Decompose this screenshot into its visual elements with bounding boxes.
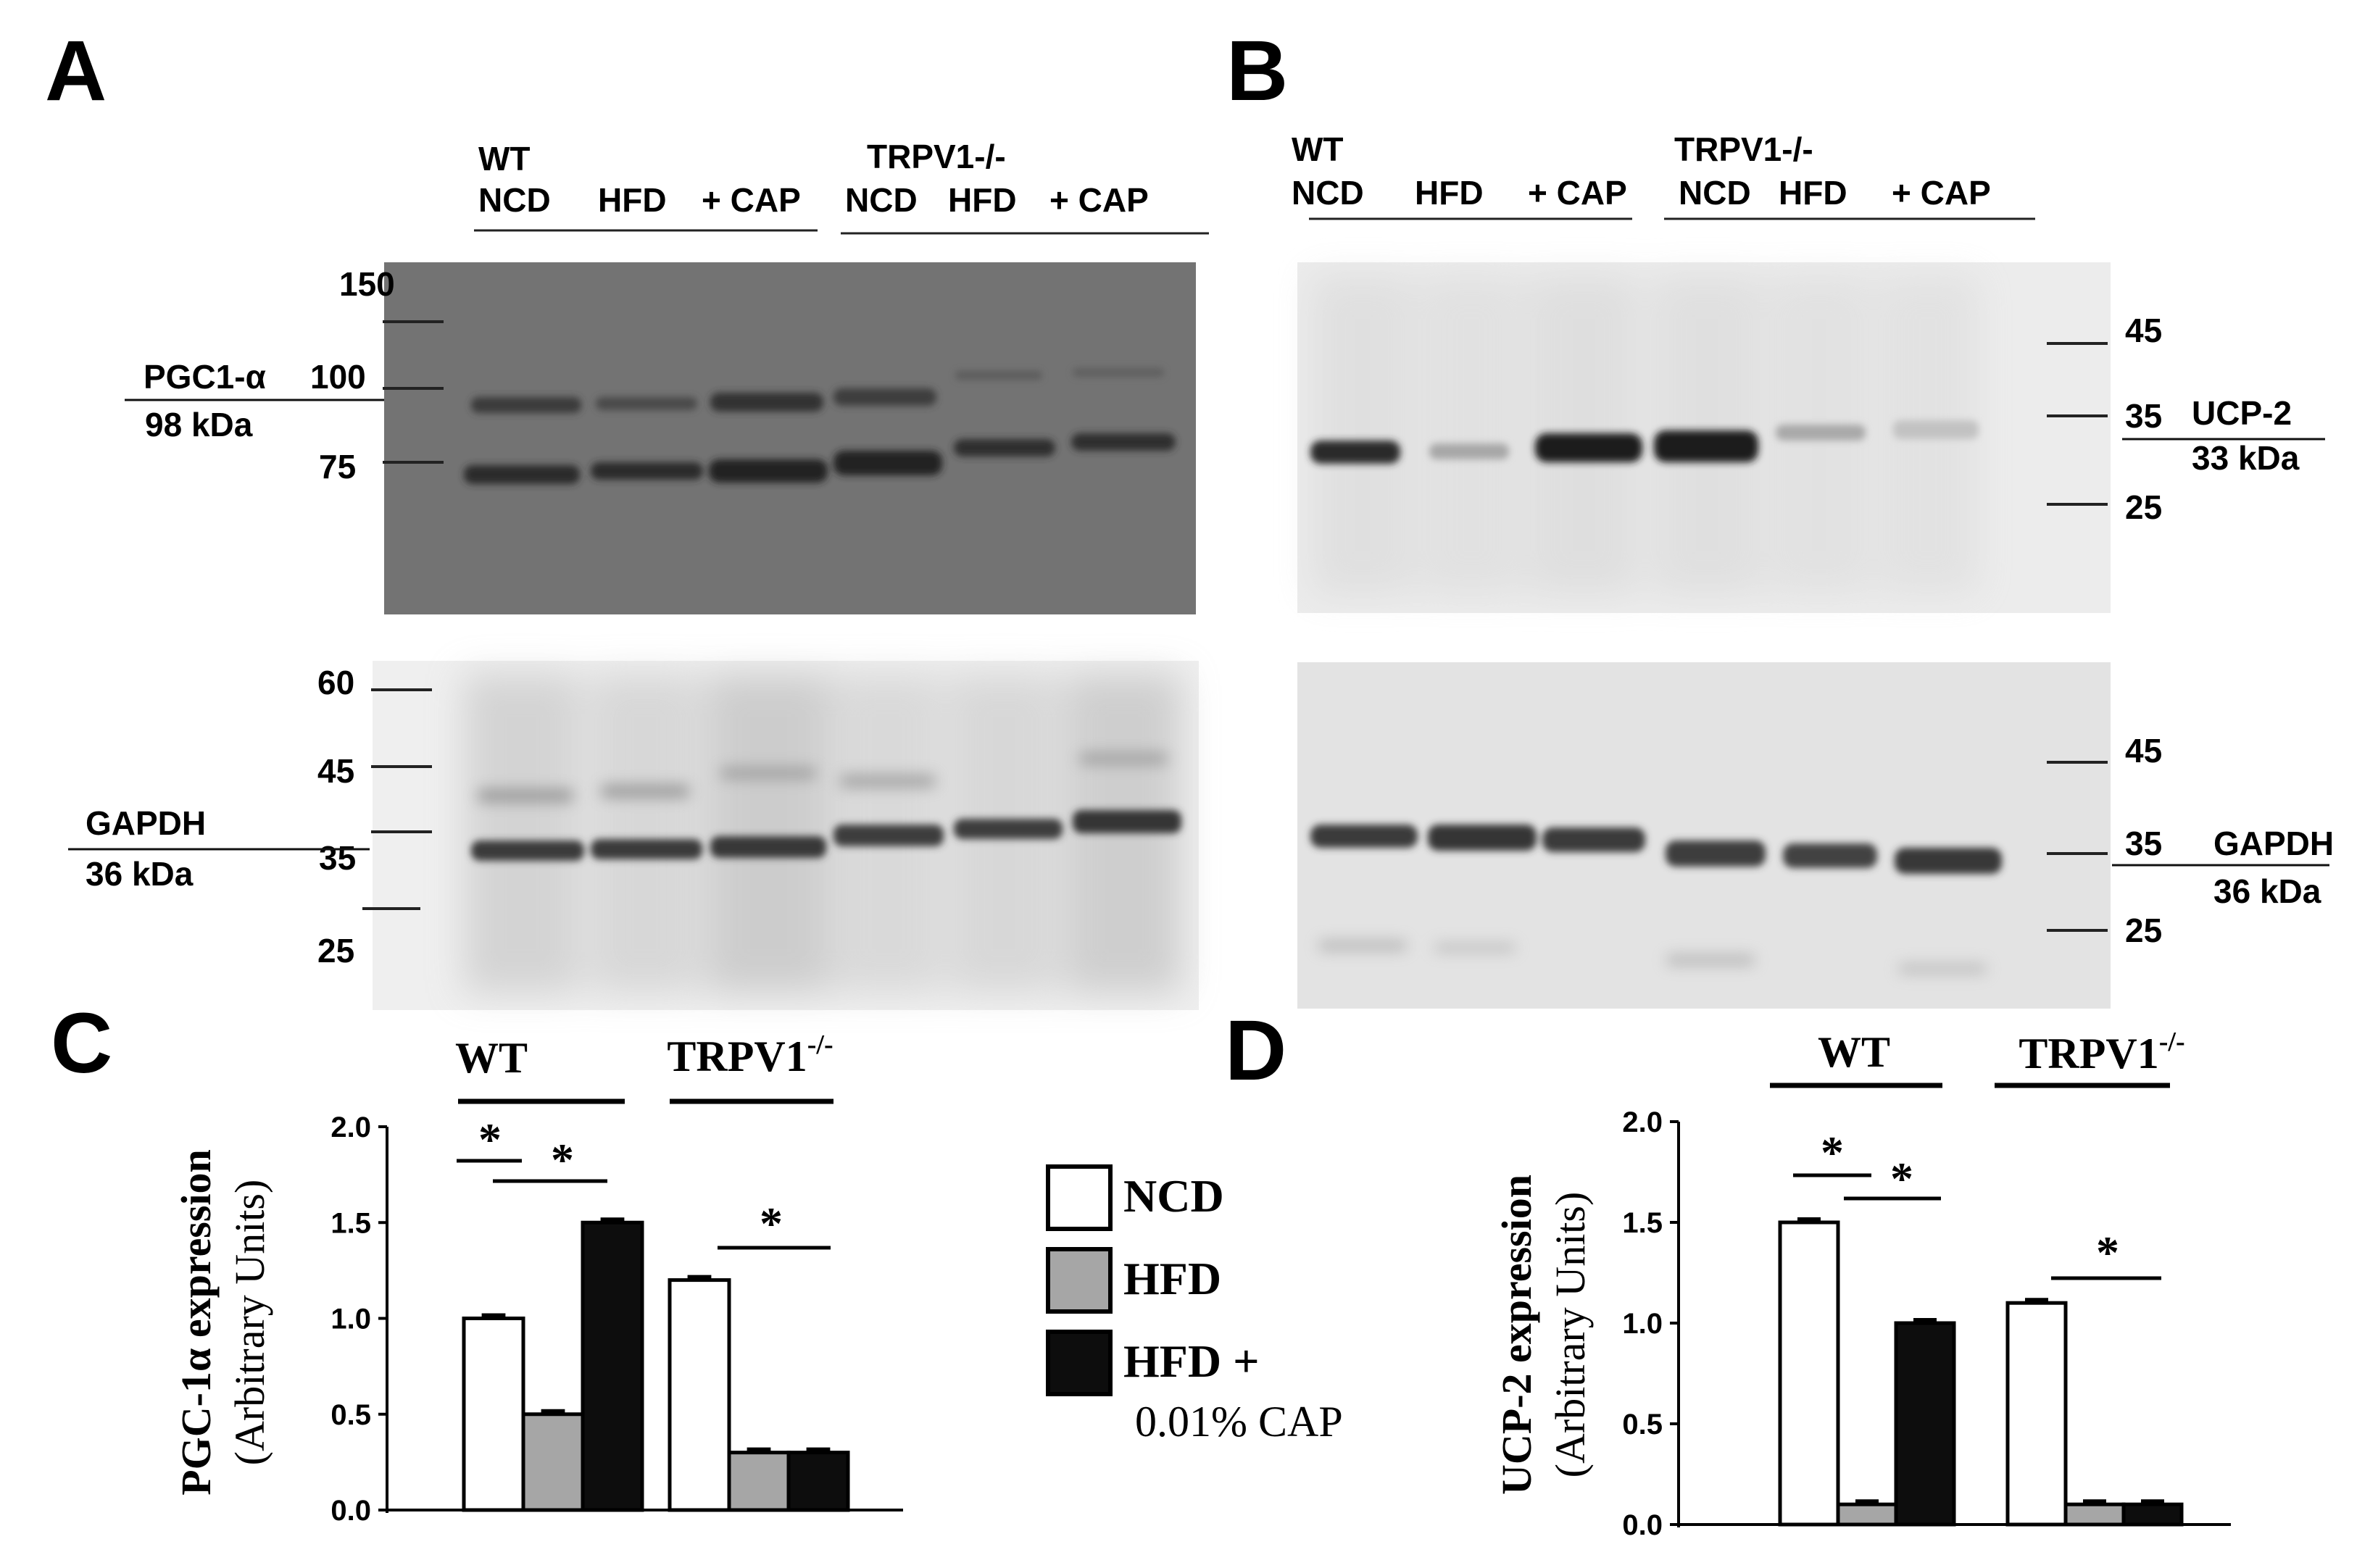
lane-label: HFD	[598, 181, 667, 219]
y-axis-label-units: (Arbitrary Units)	[226, 1180, 273, 1466]
bar	[1894, 1321, 1956, 1527]
y-tick-label: 1.5	[330, 1207, 371, 1239]
y-tick-label: 0.0	[1622, 1509, 1663, 1541]
bar	[521, 1412, 585, 1512]
y-tick-label: 2.0	[330, 1112, 371, 1143]
ladder-mark: 150	[339, 265, 395, 303]
header-wt-label: WT	[1292, 130, 1344, 168]
y-tick-label: 1.5	[1622, 1207, 1663, 1239]
target-size: 98 kDa	[145, 406, 253, 443]
bar	[2121, 1502, 2184, 1527]
bar	[2063, 1502, 2126, 1527]
bar	[581, 1220, 644, 1512]
lane-label: NCD	[1292, 174, 1364, 212]
y-axis-label: UCP-2 expression	[1493, 1175, 1540, 1495]
target-name: GAPDH	[86, 804, 206, 842]
chart-pgc1a-expression: WT TRPV1-/- 0.0 0.5 1.0 1.5 2.0 PGC-1α expres…	[172, 1030, 903, 1527]
lane-label: + CAP	[1892, 174, 1991, 212]
legend-label-ncd: NCD	[1123, 1170, 1224, 1222]
ladder-mark: 35	[2125, 397, 2162, 435]
ladder-mark: 100	[310, 358, 366, 396]
panel-b: B WT NCD HFD + CAP TRPV1-/- NCD HFD + CA…	[1226, 23, 2334, 1009]
lane-label: + CAP	[1049, 181, 1149, 219]
legend-label-hfd-cap-line2: 0.01% CAP	[1135, 1398, 1343, 1446]
panel-letter-d: D	[1225, 1003, 1286, 1098]
ladder-mark: 45	[2125, 732, 2162, 770]
bar	[786, 1451, 850, 1512]
panel-letter-a: A	[45, 23, 107, 119]
ladder-mark: 45	[2125, 312, 2162, 349]
bar	[668, 1278, 731, 1512]
lane-label: + CAP	[1528, 174, 1627, 212]
bar	[727, 1451, 791, 1512]
lane-label: HFD	[948, 181, 1017, 219]
group-label-trpv1: TRPV1-/-	[667, 1030, 833, 1080]
legend-label-hfd: HFD	[1123, 1253, 1221, 1304]
legend-label-hfd-cap: HFD +	[1123, 1335, 1260, 1387]
target-size: 36 kDa	[86, 855, 194, 893]
ladder-mark: 25	[317, 932, 354, 969]
target-size: 36 kDa	[2213, 872, 2321, 910]
target-name: PGC1-α	[144, 358, 266, 396]
legend: NCD HFD HFD + 0.01% CAP	[1046, 1164, 1343, 1446]
significance-star: *	[478, 1114, 502, 1165]
significance-star: *	[1821, 1127, 1844, 1178]
group-label-wt: WT	[455, 1034, 528, 1082]
lane-label: HFD	[1779, 174, 1847, 212]
y-tick-label: 0.5	[330, 1399, 371, 1431]
ladder-mark: 35	[2125, 825, 2162, 862]
bar	[2005, 1301, 2068, 1527]
target-name: GAPDH	[2213, 825, 2334, 862]
bar	[1778, 1220, 1840, 1527]
lane-label: HFD	[1415, 174, 1484, 212]
y-tick-label: 2.0	[1622, 1106, 1663, 1138]
group-label-trpv1: TRPV1-/-	[2019, 1027, 2184, 1077]
ladder-mark: 45	[317, 752, 354, 790]
blot-gapdh-a	[362, 661, 1199, 1010]
panel-a: A WT NCD HFD + CAP TRPV1-/- NCD HFD + CA…	[45, 23, 1209, 1010]
header-wt-label: WT	[478, 140, 531, 178]
lane-label: + CAP	[702, 181, 801, 219]
legend-swatch-hfd	[1046, 1247, 1113, 1314]
legend-swatch-hfd-cap	[1046, 1330, 1113, 1396]
significance-star: *	[2096, 1227, 2119, 1278]
significance-star: *	[551, 1134, 574, 1185]
y-tick-label: 0.0	[330, 1495, 371, 1527]
lane-label: NCD	[1679, 174, 1751, 212]
ladder-mark: 60	[317, 664, 354, 701]
bar	[462, 1317, 525, 1512]
lane-label: NCD	[845, 181, 918, 219]
panel-letter-b: B	[1226, 23, 1288, 119]
target-size: 33 kDa	[2192, 439, 2300, 477]
lane-label: NCD	[478, 181, 551, 219]
ladder-mark: 25	[2125, 912, 2162, 949]
significance-star: *	[1890, 1153, 1913, 1204]
group-label-wt: WT	[1818, 1028, 1890, 1076]
y-axis-label: PGC-1α expression	[172, 1149, 220, 1496]
chart-ucp2-expression: WT TRPV1-/- 0.0 0.5 1.0 1.5 2.0 UCP-2 express…	[1493, 1027, 2231, 1541]
significance-star: *	[760, 1198, 783, 1249]
blot-pgc1a	[383, 262, 1196, 614]
y-tick-label: 1.0	[1622, 1308, 1663, 1340]
y-tick-label: 0.5	[1622, 1409, 1663, 1440]
y-tick-label: 1.0	[330, 1304, 371, 1335]
header-trpv1-label: TRPV1-/-	[867, 138, 1006, 175]
target-name: UCP-2	[2192, 394, 2292, 432]
blot-gapdh-b	[1297, 662, 2111, 1009]
legend-swatch-ncd	[1046, 1164, 1113, 1231]
ladder-mark: 25	[2125, 488, 2162, 526]
ladder-mark: 75	[319, 448, 356, 485]
panel-letter-c: C	[51, 996, 112, 1091]
blot-ucp2	[1297, 262, 2111, 613]
ladder-mark: 35	[319, 839, 356, 877]
header-trpv1-label: TRPV1-/-	[1674, 130, 1813, 168]
bar	[1836, 1502, 1898, 1527]
y-axis-label-units: (Arbitrary Units)	[1547, 1192, 1594, 1478]
